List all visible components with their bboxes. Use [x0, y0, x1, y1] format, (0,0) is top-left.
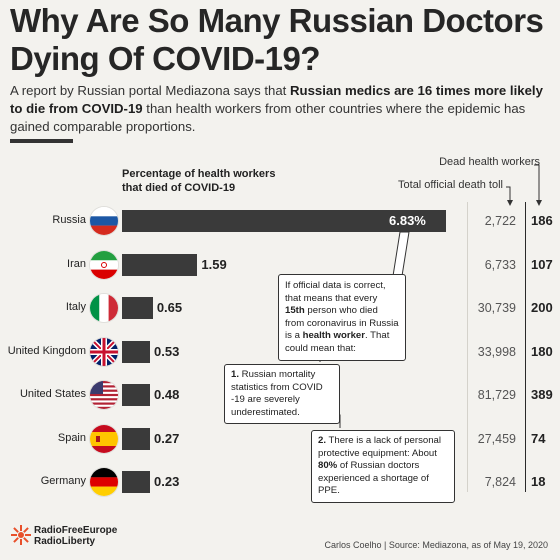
legend-percentage-label: Percentage of health workers that died o… — [122, 168, 276, 194]
legend-dead-arrowhead — [536, 200, 542, 206]
logo-text-line1: RadioFreeEurope — [34, 525, 118, 536]
dead-workers-iran: 107 — [531, 256, 553, 272]
subtitle: A report by Russian portal Mediazona say… — [10, 82, 555, 136]
legend-dead-label: Dead health workers — [439, 156, 540, 168]
source-credit: Carlos Coelho | Source: Mediazona, as of… — [324, 540, 548, 550]
death-toll-italy: 30,739 — [477, 301, 516, 315]
column-divider-bold — [525, 202, 526, 492]
legend-dead-arrow — [534, 164, 540, 202]
country-label-iran: Iran — [67, 257, 86, 270]
flag-iran — [90, 250, 118, 279]
title-rule — [10, 139, 73, 143]
bar-value-united-kingdom: 0.53 — [154, 343, 180, 359]
subtitle-text-end: than health workers from other countries… — [10, 101, 526, 134]
dead-workers-spain: 74 — [531, 430, 546, 446]
rferl-logo-icon — [11, 525, 31, 545]
flag-united-states — [90, 381, 118, 409]
flag-russia — [90, 207, 118, 235]
bar-germany — [122, 471, 150, 493]
flag-spain — [90, 424, 118, 453]
death-toll-spain: 27,459 — [477, 431, 516, 446]
death-toll-united-kingdom: 33,998 — [477, 344, 516, 359]
flag-germany — [90, 468, 118, 496]
country-label-united-kingdom: United Kingdom — [7, 344, 86, 357]
flag-italy — [90, 294, 118, 322]
bar-russia — [122, 210, 446, 232]
subtitle-highlight: Russian medics are 16 times more likely … — [10, 83, 543, 116]
country-label-russia: Russia — [52, 214, 86, 226]
country-label-spain: Spain — [57, 431, 86, 444]
subtitle-text: A report by Russian portal Mediazona say… — [10, 83, 291, 98]
death-toll-iran: 6,733 — [484, 257, 516, 272]
dead-workers-italy: 200 — [531, 300, 553, 315]
callout-ppe: 2. There is a lack of personal protectiv… — [311, 430, 455, 503]
bar-value-russia: 6.83% — [389, 213, 426, 228]
bar-united-kingdom — [122, 340, 150, 363]
callout-underestimated: 1. Russian mortality statistics from COV… — [224, 364, 340, 424]
death-toll-germany: 7,824 — [484, 475, 516, 489]
bar-value-italy: 0.65 — [156, 300, 183, 315]
bar-value-spain: 0.27 — [154, 430, 180, 446]
page-title: Why Are So Many Russian Doctors Dying Of… — [10, 2, 544, 77]
column-divider — [467, 202, 468, 492]
dead-workers-united-states: 389 — [531, 387, 553, 402]
death-toll-united-states: 81,729 — [477, 388, 516, 402]
bar-value-germany: 0.23 — [154, 474, 180, 489]
bar-united-states — [122, 384, 150, 406]
country-label-germany: Germany — [40, 475, 86, 487]
dead-workers-germany: 18 — [531, 474, 546, 489]
bar-italy — [122, 297, 153, 319]
dead-workers-united-kingdom: 180 — [531, 343, 553, 359]
callout-main: If official data is correct, that means … — [278, 274, 406, 361]
bar-spain — [122, 427, 150, 450]
death-toll-russia: 2,722 — [484, 214, 516, 228]
bar-value-iran: 1.59 — [201, 256, 227, 272]
country-label-italy: Italy — [65, 301, 86, 313]
dead-workers-russia: 186 — [531, 213, 553, 228]
country-label-united-states: United States — [19, 388, 86, 400]
bar-value-united-states: 0.48 — [154, 387, 180, 402]
legend-toll-label: Total official death toll — [398, 179, 503, 191]
callout-pointer — [392, 231, 410, 277]
bar-iran — [122, 253, 198, 276]
logo-text-line2: RadioLiberty — [34, 536, 96, 547]
legend-toll-arrowhead — [507, 200, 513, 206]
legend-toll-arrow — [506, 186, 511, 202]
